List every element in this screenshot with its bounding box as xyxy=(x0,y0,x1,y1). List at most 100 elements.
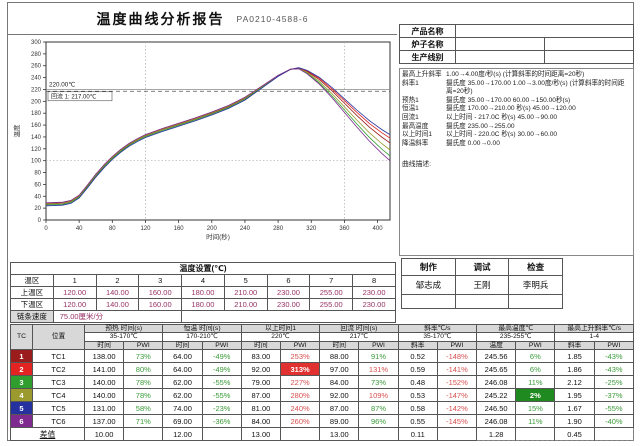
stat-value-cell: 0.48 xyxy=(397,375,438,390)
chart-text: 回流 1: 217.00℃ xyxy=(51,93,97,101)
spec-line-text: 以上时间 - 220.0C 秒(s) 30.00→60.00 xyxy=(446,131,558,139)
group-title: 最高温度℃ xyxy=(476,323,556,334)
stat-value-cell: 84.00 xyxy=(319,375,360,390)
signoff-name-1: 邹志成 xyxy=(401,275,456,295)
lower-zone-temp: 160.00 xyxy=(138,298,183,311)
upper-zone-row: 上温区 120.00 140.00 160.00 180.00 210.00 230.00… xyxy=(10,286,396,299)
diff-value-cell xyxy=(358,427,399,442)
pwi-cell: 260% xyxy=(280,414,321,429)
chart-text: 160 xyxy=(31,123,42,129)
stat-value-cell: 137.00 xyxy=(83,414,125,429)
profile-chart-svg: 0 20 40 60 80 100 120 140 160 180 200 220 240 260 280 3… xyxy=(12,40,391,241)
lower-zone-temp: 255.00 xyxy=(309,298,354,311)
lower-zone-temp: 140.00 xyxy=(95,298,140,311)
chart-text: 40 xyxy=(76,226,83,232)
pwi-cell: -147% xyxy=(436,388,478,403)
tc-name: TC3 xyxy=(32,375,85,390)
pwi-cell: -43% xyxy=(593,349,635,364)
chart-text: 120 xyxy=(31,147,42,153)
group-title: 最高上升斜率℃/s xyxy=(554,323,634,334)
tc-name: TC4 xyxy=(32,388,85,403)
tc-color-badge: 4 xyxy=(10,388,33,403)
table-row: 邹志成 王刚 李明兵 xyxy=(401,275,563,295)
spec-line-label: 以上时间1 xyxy=(402,131,433,139)
pwi-cell: 2% xyxy=(515,388,556,403)
upper-zone-temp: 160.00 xyxy=(138,286,183,299)
pwi-cell: 58% xyxy=(123,401,164,416)
tc-curve-TC6 xyxy=(45,68,391,204)
group-col-value: 温度 xyxy=(476,340,517,351)
conveyor-speed-value: 75.00厘米/分 xyxy=(52,310,183,323)
zone-header: 温区 xyxy=(10,274,54,287)
pwi-cell: 87% xyxy=(358,401,399,416)
spec-lines: 最高上升斜率 1.00→4.00度/秒(s) (计算斜率的时间距离=20秒) 斜率1… xyxy=(402,71,631,148)
pwi-cell: 240% xyxy=(280,401,321,416)
stat-value-cell: 87.00 xyxy=(319,401,360,416)
group-range: 220℃ xyxy=(240,332,321,342)
page-title: 温度曲线分析报告 xyxy=(96,10,225,27)
pwi-cell: 73% xyxy=(358,375,399,390)
spec-line-text: 摄氏度 35.00→170.00 1.00→3.00度/秒(s) (计算斜率的时… xyxy=(446,79,625,96)
stat-value-cell: 140.00 xyxy=(83,388,125,403)
zone-number: 8 xyxy=(352,274,396,287)
spec-line: 最高上升斜率 1.00→4.00度/秒(s) (计算斜率的时间距离=20秒) xyxy=(402,71,631,80)
product-name-label: 产品名称 xyxy=(399,24,456,38)
chart-text: 300 xyxy=(31,40,42,46)
pwi-cell: 91% xyxy=(358,349,399,364)
spec-line-text: 摄氏度 0.00→0.00 xyxy=(446,139,500,147)
pwi-cell: -141% xyxy=(436,362,478,377)
title-bar: 温度曲线分析报告 PA0210-4588-6 xyxy=(8,3,397,35)
chart-text: 180 xyxy=(31,111,42,117)
spec-line: 恒温1 摄氏度 170.00→210.00 秒(s) 45.00→120.00 xyxy=(402,105,631,114)
pwi-cell: 280% xyxy=(280,388,321,403)
position-column-header: 位置 xyxy=(32,323,85,351)
diff-value-cell xyxy=(280,427,321,442)
tc-curve-TC3 xyxy=(45,68,391,206)
stat-value-cell: 245.56 xyxy=(476,349,517,364)
pwi-cell: 227% xyxy=(280,375,321,390)
pwi-cell: 11% xyxy=(515,414,556,429)
diff-value-cell: 0.45 xyxy=(554,427,595,442)
pwi-cell: 131% xyxy=(358,362,399,377)
signoff-name-3: 李明兵 xyxy=(508,275,563,295)
tc-color-badge: 5 xyxy=(10,401,33,416)
stat-value-cell: 1.90 xyxy=(554,414,595,429)
stat-value-cell: 83.00 xyxy=(240,349,282,364)
group-col-pwi: PWI xyxy=(593,340,635,351)
line-value xyxy=(455,50,545,64)
spec-line-text: 摄氏度 235.00→255.00 xyxy=(446,122,515,130)
pwi-cell: 6% xyxy=(515,362,556,377)
chart-text: 240 xyxy=(31,76,42,82)
stat-value-cell: 92.00 xyxy=(319,388,360,403)
pwi-cell: 71% xyxy=(123,414,164,429)
spec-line-text: 摄氏度 35.00→170.00 60.00→150.00秒(s) xyxy=(446,96,571,104)
spec-line: 回流1 以上时间 - 217.0C 秒(s) 45.00→90.00 xyxy=(402,114,631,123)
table-row: 生产线别 xyxy=(399,50,634,64)
line-label: 生产线别 xyxy=(399,50,456,64)
stat-value-cell: 245.22 xyxy=(476,388,517,403)
spec-line-text: 1.00→4.00度/秒(s) (计算斜率的时间距离=20秒) xyxy=(446,71,585,78)
table-row: 5 TC5 131.00 58% 74.00 -23% 81.00 240% 87.00 87% 0… xyxy=(10,401,635,416)
chart-text: 360 xyxy=(339,226,350,232)
stat-value-cell: 1.67 xyxy=(554,401,595,416)
group-range: 170-210℃ xyxy=(162,332,242,342)
stat-value-cell: 0.59 xyxy=(397,362,438,377)
stat-value-cell: 141.00 xyxy=(83,362,125,377)
pwi-cell: -43% xyxy=(593,362,635,377)
table-row: 6 TC6 137.00 71% 69.00 -36% 84.00 260% 89.00 96% 0… xyxy=(10,414,635,429)
chart-text: 400 xyxy=(373,226,384,232)
group-col-pwi: PWI xyxy=(201,340,242,351)
zone-number: 7 xyxy=(309,274,354,287)
group-col-value: 斜率 xyxy=(554,340,595,351)
pwi-cell: -36% xyxy=(201,414,242,429)
pwi-cell: -49% xyxy=(201,349,242,364)
chart-text: 240 xyxy=(240,226,251,232)
group-title: 恒温 时间(s) xyxy=(162,323,242,334)
spec-line-label: 最高温度 xyxy=(402,122,429,130)
pwi-cell: -37% xyxy=(593,388,635,403)
table-row: 制作 调试 检查 xyxy=(401,258,563,276)
signoff-empty-3 xyxy=(508,294,563,309)
stat-value-cell: 87.00 xyxy=(240,388,282,403)
stat-value-cell: 0.52 xyxy=(397,349,438,364)
